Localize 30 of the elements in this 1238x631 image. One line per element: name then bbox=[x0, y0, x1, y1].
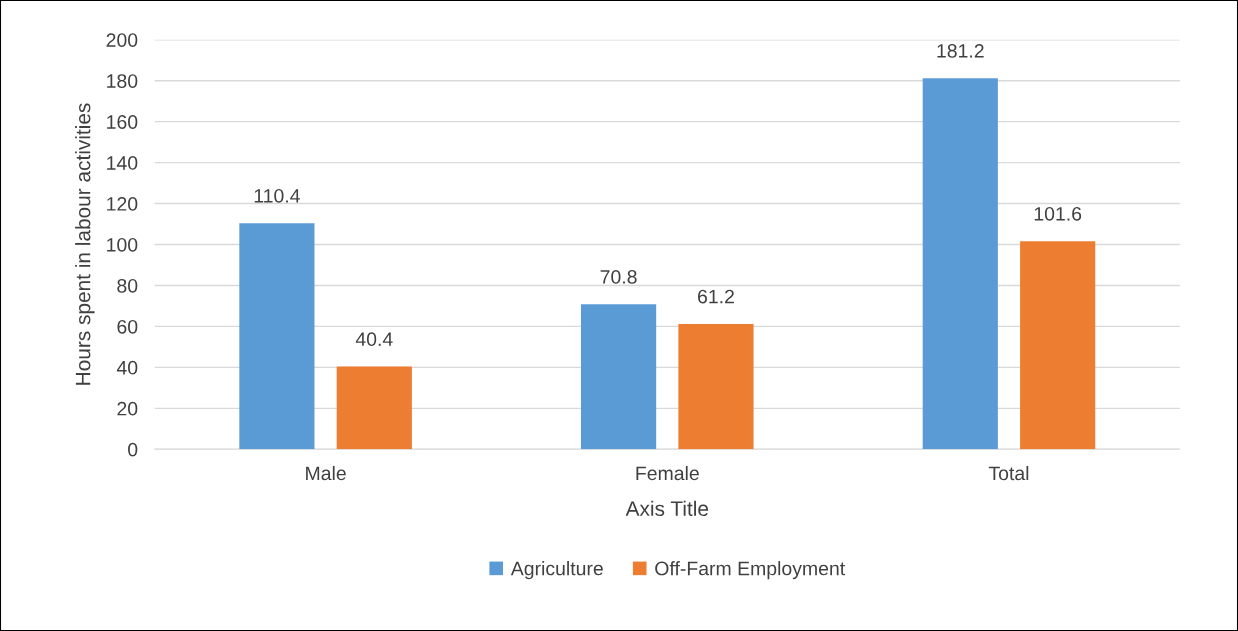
legend-label: Off-Farm Employment bbox=[655, 561, 846, 580]
bar bbox=[922, 78, 998, 450]
bar bbox=[1020, 241, 1096, 450]
y-tick-label: 40 bbox=[116, 360, 138, 375]
bar bbox=[336, 366, 412, 450]
y-tick-label: 0 bbox=[128, 442, 138, 457]
x-tick-label: Female bbox=[636, 465, 699, 481]
y-tick-label: 200 bbox=[106, 33, 138, 47]
data-label: 181.2 bbox=[937, 43, 984, 58]
y-tick-label: 60 bbox=[117, 319, 138, 334]
data-label: 70.8 bbox=[600, 270, 637, 284]
y-tick-label: 20 bbox=[117, 401, 138, 416]
y-tick-label: 80 bbox=[117, 278, 138, 293]
bar bbox=[239, 223, 315, 450]
legend-label: Agriculture bbox=[510, 561, 603, 580]
data-label: 61.2 bbox=[698, 289, 734, 304]
data-label: 101.6 bbox=[1034, 206, 1082, 221]
y-tick-label: 120 bbox=[107, 197, 138, 211]
bar bbox=[581, 304, 657, 450]
y-tick-label: 180 bbox=[107, 74, 138, 88]
y-tick-label: 100 bbox=[107, 237, 138, 252]
x-axis-title: Axis Title bbox=[625, 500, 709, 517]
y-axis-title: Hours spent in labour activities bbox=[75, 103, 95, 385]
data-label: 40.4 bbox=[355, 332, 393, 347]
x-tick-label: Male bbox=[306, 465, 346, 481]
data-label: 110.4 bbox=[254, 188, 300, 203]
x-tick-label: Total bbox=[988, 465, 1029, 481]
y-tick-label: 160 bbox=[107, 115, 138, 129]
y-tick-label: 140 bbox=[107, 156, 138, 170]
bar bbox=[678, 323, 754, 450]
